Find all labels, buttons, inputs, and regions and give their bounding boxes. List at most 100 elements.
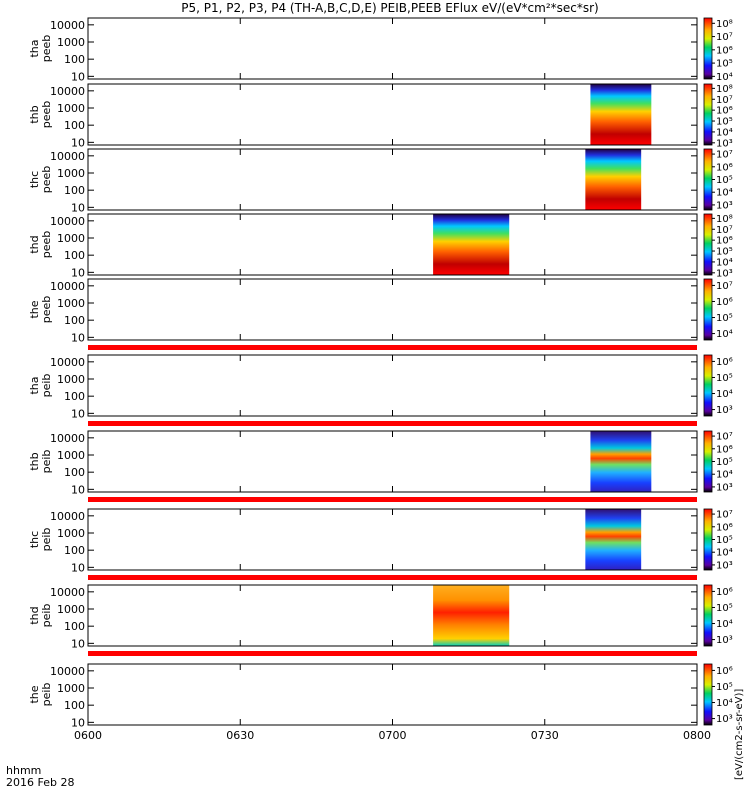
panel-frame	[87, 17, 698, 80]
colorbar-tick-label: 10⁴	[716, 188, 733, 199]
y-tick-label: 10000	[50, 432, 85, 445]
y-tick-label: 1000	[57, 167, 85, 180]
colorbar	[703, 213, 713, 276]
colorbar-tick-label: 10⁴	[716, 698, 733, 709]
panel-frame	[87, 354, 698, 417]
spectrogram-block	[590, 84, 652, 145]
panel-label: thcpeeb	[28, 166, 53, 194]
colorbar	[703, 17, 713, 80]
colorbar-tick-label: 10⁵	[716, 175, 733, 186]
panels: 10100100010000thapeeb10⁸10⁷10⁶10⁵10⁴1010…	[28, 17, 733, 742]
panel-label: thbpeeb	[28, 101, 53, 129]
red-status-bar	[88, 421, 697, 426]
colorbar-tick-label: 10³	[716, 138, 733, 149]
panel-frame	[87, 278, 698, 341]
colorbar	[703, 430, 713, 493]
spectrogram-block	[585, 509, 642, 570]
colorbar	[703, 148, 713, 211]
y-tick-label: 100	[64, 184, 85, 197]
colorbar-tick-label: 10⁷	[716, 510, 733, 521]
panel-label: thepeib	[28, 683, 53, 707]
panel-label: thcpeib	[28, 528, 53, 552]
panel-label: thbpeib	[28, 450, 53, 474]
red-status-bar	[88, 575, 697, 580]
x-tick-label: 0730	[531, 729, 559, 742]
y-tick-label: 100	[64, 544, 85, 557]
y-tick-label: 1000	[57, 603, 85, 616]
y-tick-label: 10000	[50, 510, 85, 523]
colorbar	[703, 584, 713, 647]
y-tick-label: 10	[71, 136, 85, 149]
panel-label: thapeeb	[28, 35, 53, 63]
y-tick-label: 10000	[50, 19, 85, 32]
panel-label: thepeeb	[28, 296, 53, 324]
y-tick-label: 1000	[57, 36, 85, 49]
colorbar-tick-label: 10⁷	[716, 225, 733, 236]
spectrogram-block	[433, 214, 510, 275]
colorbar-tick-label: 10⁶	[716, 162, 733, 173]
y-tick-label: 100	[64, 119, 85, 132]
colorbar-tick-label: 10⁴	[716, 548, 733, 559]
y-tick-label: 10	[71, 331, 85, 344]
y-tick-label: 100	[64, 249, 85, 262]
x-tick-label: 0700	[379, 729, 407, 742]
y-tick-label: 100	[64, 699, 85, 712]
red-status-bar	[88, 651, 697, 656]
y-tick-label: 10	[71, 716, 85, 729]
y-tick-label: 100	[64, 53, 85, 66]
y-tick-label: 10000	[50, 665, 85, 678]
y-tick-label: 1000	[57, 527, 85, 540]
colorbar-tick-label: 10⁷	[716, 432, 733, 443]
colorbar	[703, 278, 713, 341]
colorbar-tick-label: 10⁷	[716, 95, 733, 106]
colorbar-tick-label: 10⁸	[716, 19, 733, 30]
time-label: hhmm	[6, 764, 41, 777]
y-tick-label: 10	[71, 637, 85, 650]
colorbar-tick-label: 10⁶	[716, 666, 733, 677]
colorbar-tick-label: 10⁸	[716, 214, 733, 225]
colorbar-tick-label: 10³	[716, 635, 733, 646]
y-tick-label: 100	[64, 620, 85, 633]
red-status-bar	[88, 497, 697, 502]
colorbar-tick-label: 10³	[716, 405, 733, 416]
colorbar	[703, 354, 713, 417]
colorbar-tick-label: 10⁴	[716, 72, 733, 83]
colorbar-tick-label: 10⁵	[716, 59, 733, 70]
colorbar-tick-label: 10⁴	[716, 619, 733, 630]
date-label: 2016 Feb 28	[6, 776, 74, 789]
colorbar-tick-label: 10⁶	[716, 236, 733, 247]
y-tick-label: 10	[71, 70, 85, 83]
y-tick-label: 100	[64, 390, 85, 403]
y-tick-label: 10	[71, 483, 85, 496]
panel-label: thapeib	[28, 374, 53, 398]
colorbar-tick-label: 10⁵	[716, 313, 733, 324]
panel-label: thdpeeb	[28, 231, 53, 259]
colorbar-tick-label: 10⁶	[716, 587, 733, 598]
spectrogram-block	[585, 149, 642, 210]
y-tick-label: 10	[71, 561, 85, 574]
colorbar-tick-label: 10⁵	[716, 535, 733, 546]
chart-title: P5, P1, P2, P3, P4 (TH-A,B,C,D,E) PEIB,P…	[181, 1, 598, 15]
panel-label: thdpeib	[28, 604, 53, 628]
y-tick-label: 10000	[50, 586, 85, 599]
colorbar-tick-label: 10⁵	[716, 373, 733, 384]
colorbar-tick-label: 10⁵	[716, 117, 733, 128]
colorbar-tick-label: 10³	[716, 200, 733, 211]
y-tick-label: 1000	[57, 102, 85, 115]
colorbar-tick-label: 10³	[716, 560, 733, 571]
colorbar-tick-label: 10⁵	[716, 682, 733, 693]
spectrogram-block	[590, 431, 652, 492]
colorbar-tick-label: 10⁶	[716, 522, 733, 533]
colorbar-tick-label: 10⁷	[716, 281, 733, 292]
y-tick-label: 10	[71, 266, 85, 279]
colorbar-tick-label: 10⁴	[716, 127, 733, 138]
colorbar-tick-label: 10⁴	[716, 389, 733, 400]
colorbar-tick-label: 10³	[716, 482, 733, 493]
colorbar-tick-label: 10⁶	[716, 444, 733, 455]
x-tick-label: 0630	[226, 729, 254, 742]
red-status-bar	[88, 345, 697, 350]
colorbar-tick-label: 10⁶	[716, 45, 733, 56]
colorbar-tick-label: 10³	[716, 268, 733, 279]
y-tick-label: 10000	[50, 150, 85, 163]
